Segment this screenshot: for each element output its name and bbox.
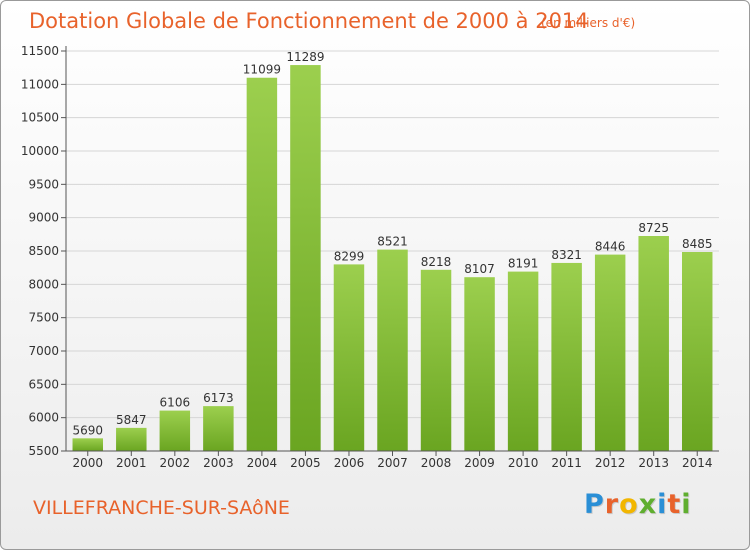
y-tick-label: 7000 <box>28 344 59 358</box>
bar-2014 <box>681 252 713 451</box>
bar-value-label: 8446 <box>595 240 626 254</box>
bar-value-label: 8107 <box>464 262 495 276</box>
x-tick-label: 2012 <box>595 456 626 470</box>
y-tick-label: 9500 <box>28 177 59 191</box>
chart-subtitle: (en milliers d'€) <box>541 16 636 30</box>
chart-title: Dotation Globale de Fonctionnement de 20… <box>29 9 589 33</box>
proxiti-logo[interactable]: Proxiti <box>584 489 692 520</box>
y-tick-label: 6500 <box>28 377 59 391</box>
bar-2001 <box>116 427 147 451</box>
bars: 5690 5847 6106 6173 11099 11289 8299 8521 8218 81… <box>72 50 713 452</box>
bar-2003 <box>203 406 234 451</box>
y-tick-label: 11500 <box>21 44 59 58</box>
x-tick-label: 2014 <box>682 456 713 470</box>
bar-value-label: 6173 <box>203 391 234 405</box>
x-tick-label: 2008 <box>421 456 452 470</box>
bar-value-label: 8521 <box>377 235 408 249</box>
bar-value-label: 8725 <box>638 221 669 235</box>
y-tick-label: 10000 <box>21 144 59 158</box>
logo-letter: r <box>604 489 620 520</box>
x-tick-label: 2010 <box>508 456 539 470</box>
y-tick-label: 6000 <box>28 411 59 425</box>
bar-2002 <box>159 410 191 451</box>
y-tick-label: 8500 <box>28 244 59 258</box>
y-tick-label: 10500 <box>21 111 59 125</box>
x-tick-label: 2004 <box>247 456 278 470</box>
x-tick-label: 2006 <box>334 456 365 470</box>
x-tick-label: 2001 <box>116 456 147 470</box>
x-tick-label: 2009 <box>464 456 495 470</box>
bar-value-label: 8485 <box>682 237 713 251</box>
bar-2004 <box>246 77 278 451</box>
bar-2000 <box>72 438 104 451</box>
x-tick-label: 2007 <box>377 456 408 470</box>
axes: 5500 6000 6500 7000 7500 8000 8500 9000 9500 1000… <box>21 44 719 470</box>
bar-2013 <box>638 236 669 451</box>
bar-value-label: 8321 <box>551 248 582 262</box>
logo-letter: t <box>667 489 682 520</box>
bar-value-label: 6106 <box>160 396 191 410</box>
y-tick-label: 7500 <box>28 311 59 325</box>
bar-2009 <box>464 277 495 451</box>
bar-value-label: 5690 <box>72 423 103 437</box>
y-tick-label: 9000 <box>28 211 59 225</box>
bar-2005 <box>290 65 321 452</box>
bar-value-label: 11289 <box>286 50 324 64</box>
logo-letter: x <box>638 489 658 520</box>
bar-2007 <box>377 249 408 451</box>
bar-value-label: 8218 <box>421 255 452 269</box>
bar-value-label: 5847 <box>116 413 147 427</box>
y-tick-label: 5500 <box>28 444 59 458</box>
logo-letter: i <box>681 489 692 520</box>
bar-2010 <box>507 271 539 451</box>
y-tick-label: 11000 <box>21 77 59 91</box>
x-tick-label: 2000 <box>72 456 103 470</box>
bar-2011 <box>551 262 582 451</box>
commune-name: VILLEFRANCHE-SUR-SAôNE <box>33 497 290 519</box>
bar-value-label: 8191 <box>508 257 539 271</box>
bar-2008 <box>420 269 452 451</box>
bar-value-label: 11099 <box>243 63 281 77</box>
x-tick-label: 2011 <box>551 456 582 470</box>
y-tick-label: 8000 <box>28 277 59 291</box>
bar-2012 <box>594 254 626 451</box>
logo-letter: o <box>619 489 639 520</box>
bar-value-label: 8299 <box>334 249 365 263</box>
logo-letter: i <box>657 489 668 520</box>
x-tick-label: 2002 <box>160 456 191 470</box>
bar-2006 <box>333 264 365 451</box>
logo-letter: P <box>584 489 605 520</box>
x-tick-label: 2013 <box>638 456 669 470</box>
x-tick-label: 2003 <box>203 456 234 470</box>
x-tick-label: 2005 <box>290 456 321 470</box>
